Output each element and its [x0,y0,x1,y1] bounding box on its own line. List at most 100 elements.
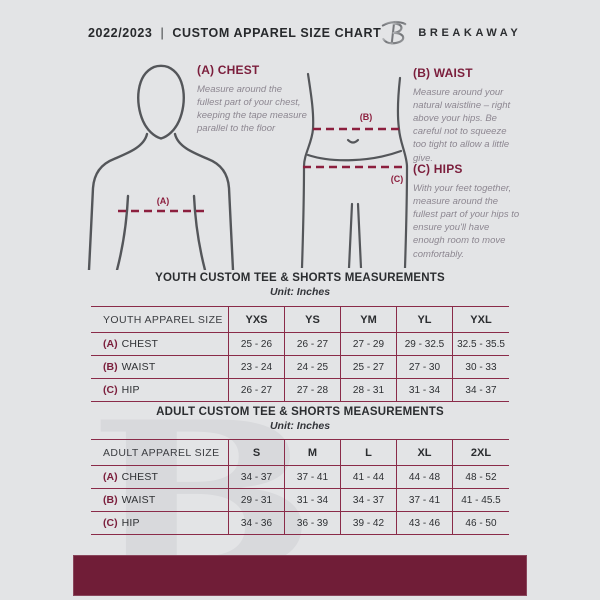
row-name: CHEST [121,338,159,350]
cell-value: 29 - 31 [228,489,284,511]
breakaway-b-monogram-icon [382,20,407,45]
row-name: WAIST [121,361,156,373]
row-prefix: (A) [103,338,118,350]
hips-guide-text: With your feet together, measure around … [413,183,520,260]
row-prefix: (A) [103,471,118,483]
waist-guide-text: Measure around your natural waistline – … [413,87,511,164]
row-label: (C) HIP [91,379,228,401]
cell-value: 46 - 50 [452,512,509,534]
table-row-hip: (C) HIP 34 - 36 36 - 39 39 - 42 43 - 46 … [91,512,509,535]
row-label: (B) WAIST [91,489,228,511]
cell-value: 31 - 34 [284,489,340,511]
cell-value: 26 - 27 [284,333,340,355]
adult-section-title: ADULT CUSTOM TEE & SHORTS MEASUREMENTS [156,406,444,418]
row-label: (B) WAIST [91,356,228,378]
cell-value: 41 - 44 [340,466,396,488]
page-title: 2022/2023 | CUSTOM APPAREL SIZE CHART [88,26,381,40]
cell-value: 28 - 31 [340,379,396,401]
size-header: YXS [228,307,284,332]
cell-value: 27 - 28 [284,379,340,401]
table-row-chest: (A) CHEST 25 - 26 26 - 27 27 - 29 29 - 3… [91,333,509,356]
row-prefix: (C) [103,384,118,396]
cell-value: 48 - 52 [452,466,509,488]
cell-value: 24 - 25 [284,356,340,378]
size-header: S [228,440,284,465]
size-header: YL [396,307,452,332]
season-label: 2022/2023 [88,26,153,40]
chest-guide: (A) CHEST Measure around the fullest par… [197,63,309,135]
cell-value: 25 - 26 [228,333,284,355]
cell-value: 30 - 33 [452,356,509,378]
chest-guide-heading: (A) CHEST [197,63,260,77]
row-name: HIP [121,384,140,396]
cell-value: 39 - 42 [340,512,396,534]
cell-value: 23 - 24 [228,356,284,378]
table-header-row: ADULT APPAREL SIZE S M L XL 2XL [91,440,509,466]
cell-value: 34 - 37 [452,379,509,401]
cell-value: 41 - 45.5 [452,489,509,511]
hips-guide-heading: (C) HIPS [413,162,463,176]
header: 2022/2023 | CUSTOM APPAREL SIZE CHART [88,18,518,48]
cell-value: 36 - 39 [284,512,340,534]
youth-unit-label: Unit: Inches [269,286,331,298]
size-header: YXL [452,307,509,332]
brand-logo: BREAKAWAY [381,18,521,48]
waist-hips-figure: (B) (C) [300,72,409,268]
cell-value: 32.5 - 35.5 [452,333,509,355]
row-label: (A) CHEST [91,333,228,355]
cell-value: 37 - 41 [396,489,452,511]
cell-value: 29 - 32.5 [396,333,452,355]
chart-title: CUSTOM APPAREL SIZE CHART [172,26,382,40]
waist-line-label: (B) [360,112,373,122]
row-name: HIP [121,517,140,529]
cell-value: 34 - 36 [228,512,284,534]
size-header: L [340,440,396,465]
size-header: XL [396,440,452,465]
row-prefix: (B) [103,494,118,506]
size-header: YS [284,307,340,332]
adult-size-table: ADULT APPAREL SIZE S M L XL 2XL (A) CHES… [91,439,509,535]
youth-size-table: YOUTH APPAREL SIZE YXS YS YM YL YXL (A) … [91,306,509,402]
brand-name: BREAKAWAY [418,27,522,39]
cell-value: 25 - 27 [340,356,396,378]
youth-section-header: YOUTH CUSTOM TEE & SHORTS MEASUREMENTS U… [91,272,509,298]
hips-guide: (C) HIPS With your feet together, measur… [413,162,523,261]
chest-line-label: (A) [157,196,170,206]
table-row-waist: (B) WAIST 29 - 31 31 - 34 34 - 37 37 - 4… [91,489,509,512]
row-name: CHEST [121,471,159,483]
torso-figure: (A) [87,64,235,270]
waist-guide: (B) WAIST Measure around your natural wa… [413,66,521,165]
row-prefix: (C) [103,517,118,529]
cell-value: 43 - 46 [396,512,452,534]
cell-value: 26 - 27 [228,379,284,401]
size-column-header: ADULT APPAREL SIZE [103,446,220,459]
cell-value: 27 - 30 [396,356,452,378]
cell-value: 27 - 29 [340,333,396,355]
title-divider: | [160,26,165,40]
table-row-hip: (C) HIP 26 - 27 27 - 28 28 - 31 31 - 34 … [91,379,509,402]
hips-line-label: (C) [391,174,404,184]
size-header: 2XL [452,440,509,465]
row-label: (A) CHEST [91,466,228,488]
chest-guide-text: Measure around the fullest part of your … [197,84,307,135]
row-name: WAIST [121,494,156,506]
cell-value: 31 - 34 [396,379,452,401]
table-row-chest: (A) CHEST 34 - 37 37 - 41 41 - 44 44 - 4… [91,466,509,489]
cell-value: 34 - 37 [228,466,284,488]
size-column-header: YOUTH APPAREL SIZE [103,313,223,326]
cell-value: 34 - 37 [340,489,396,511]
size-header: YM [340,307,396,332]
row-label: (C) HIP [91,512,228,534]
row-prefix: (B) [103,361,118,373]
youth-section-title: YOUTH CUSTOM TEE & SHORTS MEASUREMENTS [155,272,445,284]
cell-value: 37 - 41 [284,466,340,488]
adult-unit-label: Unit: Inches [269,420,331,432]
adult-section-header: ADULT CUSTOM TEE & SHORTS MEASUREMENTS U… [91,406,509,432]
footer-accent-bar [73,555,527,596]
table-row-waist: (B) WAIST 23 - 24 24 - 25 25 - 27 27 - 3… [91,356,509,379]
waist-guide-heading: (B) WAIST [413,66,473,80]
table-header-row: YOUTH APPAREL SIZE YXS YS YM YL YXL [91,307,509,333]
cell-value: 44 - 48 [396,466,452,488]
size-header: M [284,440,340,465]
